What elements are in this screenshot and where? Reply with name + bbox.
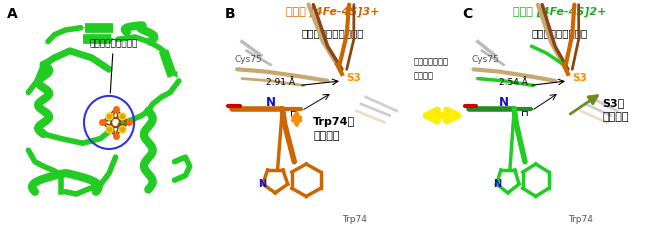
Text: ペプチド結合の: ペプチド結合の xyxy=(413,58,448,67)
Text: N: N xyxy=(493,179,501,189)
Text: S3: S3 xyxy=(572,73,587,83)
Text: Trp74: Trp74 xyxy=(568,215,592,224)
Text: N: N xyxy=(258,179,266,189)
Text: 還元型 [4Fe-4S]2+: 還元型 [4Fe-4S]2+ xyxy=(513,7,606,17)
Text: Cys75: Cys75 xyxy=(235,55,262,64)
Text: H: H xyxy=(521,107,529,118)
Text: H: H xyxy=(290,107,297,118)
Text: C: C xyxy=(463,7,473,21)
Text: Trp74と: Trp74と xyxy=(313,117,356,127)
Text: S3と: S3と xyxy=(603,98,625,108)
Text: 2.91 Å: 2.91 Å xyxy=(266,79,295,88)
Text: A: A xyxy=(7,7,17,21)
Text: Trp74: Trp74 xyxy=(342,215,367,224)
Text: 構造変化: 構造変化 xyxy=(413,72,433,81)
Text: 相互作用: 相互作用 xyxy=(603,112,629,122)
Text: 酸化型 [4Fe-4S]3+: 酸化型 [4Fe-4S]3+ xyxy=(286,7,379,17)
Text: 電子が１個多い状態: 電子が１個多い状態 xyxy=(531,28,588,38)
Text: 相互作用: 相互作用 xyxy=(313,131,340,141)
Text: 鉄イオウクラスター: 鉄イオウクラスター xyxy=(89,39,138,93)
Text: 電子が１個少ない状態: 電子が１個少ない状態 xyxy=(301,28,364,38)
Text: S3: S3 xyxy=(347,73,362,83)
Text: 2.54 Å: 2.54 Å xyxy=(499,79,528,88)
Text: N: N xyxy=(499,96,509,109)
Text: N: N xyxy=(266,96,276,109)
Text: B: B xyxy=(225,7,236,21)
Text: Cys75: Cys75 xyxy=(471,55,499,64)
